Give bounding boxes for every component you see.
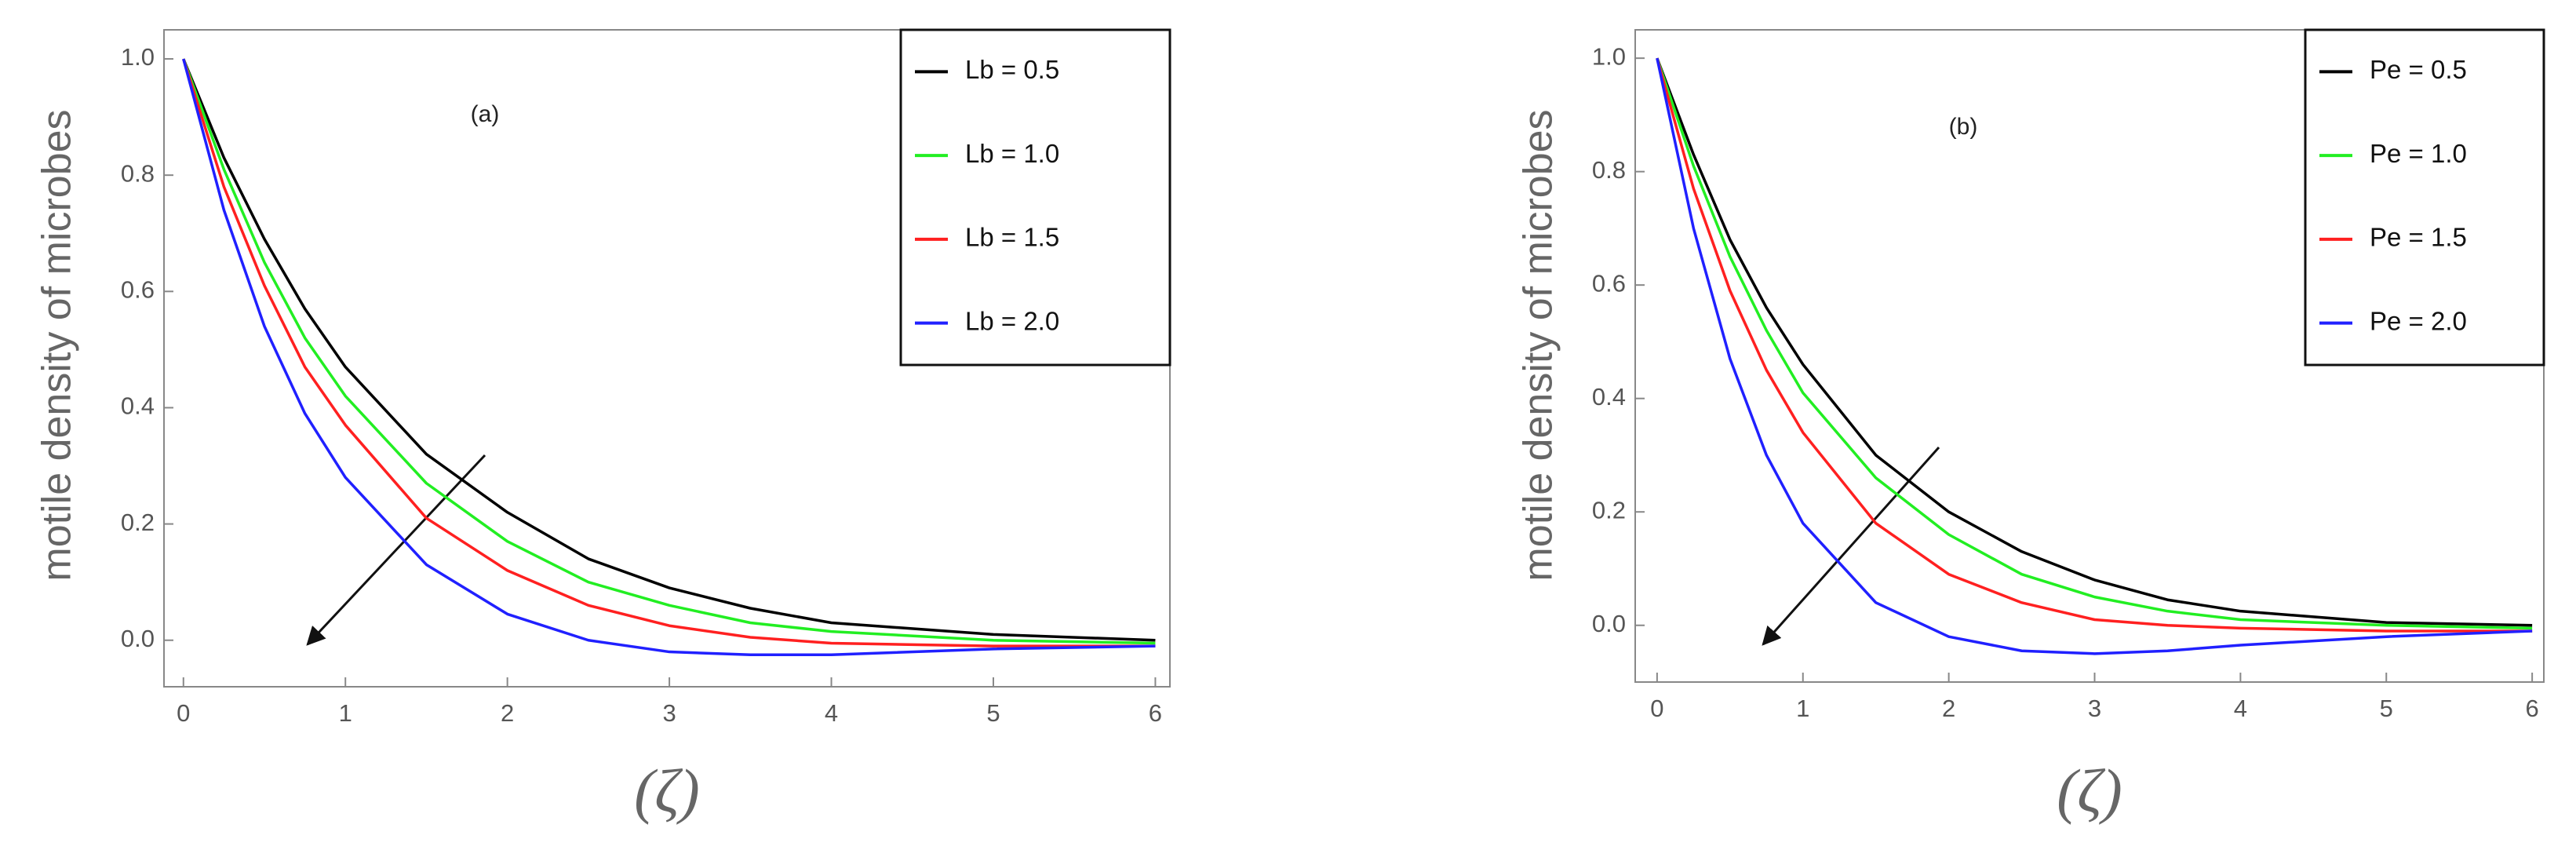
legend-label: Pe = 2.0 xyxy=(2370,306,2467,335)
legend-label: Pe = 0.5 xyxy=(2370,55,2467,84)
data-line xyxy=(182,58,1156,645)
x-tick-label: 4 xyxy=(825,699,838,727)
legend-box xyxy=(2304,28,2545,367)
x-tick-label: 6 xyxy=(1149,699,1162,727)
legend-box xyxy=(899,28,1171,367)
data-line xyxy=(182,58,1156,648)
y-axis-label: motile density of microbes xyxy=(1516,109,1561,581)
x-tick-label: 5 xyxy=(2380,695,2393,722)
x-tick-label: 3 xyxy=(662,699,676,727)
data-line xyxy=(1656,57,2533,627)
data-line xyxy=(182,58,1156,642)
panel-label: (a) xyxy=(471,101,500,127)
y-tick-label: 1.0 xyxy=(1592,42,1626,70)
legend-label: Pe = 1.5 xyxy=(2370,223,2467,252)
x-tick-label: 0 xyxy=(177,699,190,727)
data-line xyxy=(1656,57,2533,633)
y-tick-label: 1.0 xyxy=(121,43,155,71)
x-tick-label: 1 xyxy=(339,699,352,727)
x-tick-label: 3 xyxy=(2088,695,2101,722)
y-tick-label: 0.8 xyxy=(121,159,155,187)
y-tick-label: 0.8 xyxy=(1592,156,1626,184)
x-tick-label: 2 xyxy=(501,699,514,727)
y-tick-label: 0.6 xyxy=(1592,269,1626,297)
data-line xyxy=(182,58,1156,657)
y-tick-label: 0.2 xyxy=(1592,496,1626,523)
data-line xyxy=(1656,57,2533,655)
y-tick-label: 0.6 xyxy=(121,276,155,304)
panel-label: (b) xyxy=(1949,114,1978,140)
legend-label: Lb = 2.0 xyxy=(965,306,1059,335)
x-tick-label: 4 xyxy=(2234,695,2247,722)
y-tick-label: 0.2 xyxy=(121,509,155,536)
x-tick-label: 0 xyxy=(1650,695,1663,722)
x-tick-label: 1 xyxy=(1796,695,1809,722)
legend-label: Lb = 1.0 xyxy=(965,139,1059,168)
trend-arrow xyxy=(1762,447,1940,646)
trend-arrow xyxy=(306,454,486,646)
x-tick-label: 6 xyxy=(2526,695,2539,722)
legend-label: Pe = 1.0 xyxy=(2370,139,2467,168)
data-line xyxy=(1656,57,2533,630)
x-axis-label: (ζ) xyxy=(634,757,700,825)
y-tick-label: 0.0 xyxy=(1592,610,1626,637)
y-axis-label: motile density of microbes xyxy=(35,109,80,581)
legend-label: Lb = 0.5 xyxy=(965,55,1059,84)
y-tick-label: 0.0 xyxy=(121,625,155,652)
y-tick-label: 0.4 xyxy=(121,392,155,420)
x-tick-label: 2 xyxy=(1942,695,1955,722)
x-axis-label: (ζ) xyxy=(2057,757,2122,825)
x-tick-label: 5 xyxy=(986,699,1000,727)
legend-label: Lb = 1.5 xyxy=(965,223,1059,252)
y-tick-label: 0.4 xyxy=(1592,383,1626,410)
